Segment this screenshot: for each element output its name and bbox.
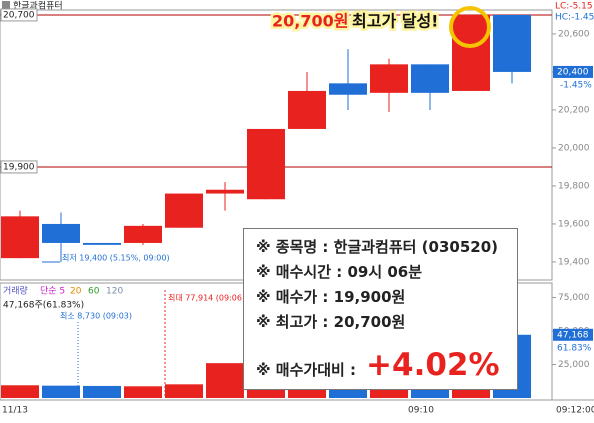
volume-bar — [83, 385, 121, 398]
volume-bar — [42, 385, 80, 398]
current-ratio: 61.83% — [557, 343, 592, 353]
candle-body — [1, 216, 39, 259]
volume-bar — [124, 386, 162, 398]
y-tick-label: 20,200 — [558, 105, 590, 115]
max-annotation: 최대 77,914 (09:06) — [168, 293, 245, 303]
price-line-box — [0, 8, 38, 22]
y-tick-label: 19,400 — [558, 257, 590, 267]
info-line: ※ 매수시간 : 09시 06분 — [256, 263, 423, 281]
volume-bar — [1, 385, 39, 398]
current-box — [553, 328, 593, 341]
candle-body — [206, 189, 244, 194]
y-tick-label: 19,600 — [558, 219, 590, 229]
legend-entry: 단순 5 — [40, 286, 65, 297]
candle-body — [370, 64, 408, 93]
volume-current-label: 47,168주(61.83%) — [3, 300, 84, 311]
current-label: 47,168 — [557, 330, 589, 340]
info-compare: ※ 매수가대비 : +4.02% — [256, 345, 505, 385]
candle-body — [165, 193, 203, 228]
highlight-circle — [449, 6, 491, 48]
legend-entry: 20 — [70, 287, 82, 297]
volume-bar — [206, 363, 244, 398]
current-box — [553, 65, 593, 78]
y-tick-label: 20,600 — [558, 29, 590, 39]
compare-value: +4.02% — [366, 347, 500, 383]
y-tick-label: 75,000 — [558, 293, 590, 303]
y-tick-label: 25,000 — [558, 360, 590, 370]
legend-entry: 60 — [88, 287, 100, 297]
candle-body — [452, 14, 490, 91]
price-line-label: 20,700 — [3, 10, 35, 20]
current-label: 20,400 — [557, 67, 589, 77]
y-tick-label: 19,800 — [558, 181, 590, 191]
info-line: ※ 최고가 : 20,700원 — [256, 313, 406, 331]
price-line-label: 19,900 — [3, 162, 35, 172]
candle-body — [42, 223, 80, 243]
low-annotation: 최저 19,400 (5.15%, 09:00) — [62, 252, 170, 262]
volume-bar — [165, 384, 203, 398]
volume-title: 거래량 — [3, 285, 28, 297]
candle-body — [329, 83, 367, 95]
lc-label: LC:-5.15 — [555, 2, 593, 12]
candle-body — [124, 225, 162, 243]
info-line: ※ 종목명 : 한글과컴퓨터 (030520) — [256, 238, 499, 256]
candle-body — [411, 64, 449, 93]
time-label: 09:10 — [408, 406, 434, 416]
time-label: 11/13 — [2, 406, 28, 416]
candle-body — [288, 90, 326, 129]
min-annotation: 최소 8,730 (09:03) — [60, 311, 132, 321]
callout-price: 20,700원 — [272, 12, 348, 31]
compare-label: ※ 매수가대비 : — [256, 361, 357, 379]
price-line-box — [0, 160, 38, 174]
callout-text: 최고가 달성! — [352, 12, 438, 31]
info-line: ※ 매수가 : 19,900원 — [256, 288, 406, 306]
current-change: -1.45% — [560, 80, 592, 90]
hc-label: HC:-1.45 — [555, 13, 594, 23]
candle-body — [247, 128, 285, 200]
legend-entry: 120 — [106, 287, 123, 297]
header-title: 한글과컴퓨터 — [13, 0, 63, 12]
time-label: 09:12:00 — [556, 406, 594, 416]
candle-body — [493, 14, 531, 72]
candle-body — [83, 242, 121, 245]
info-box: ※ 종목명 : 한글과컴퓨터 (030520) ※ 매수시간 : 09시 06분… — [243, 228, 518, 390]
y-tick-label: 20,000 — [558, 143, 590, 153]
icon — [2, 1, 10, 9]
